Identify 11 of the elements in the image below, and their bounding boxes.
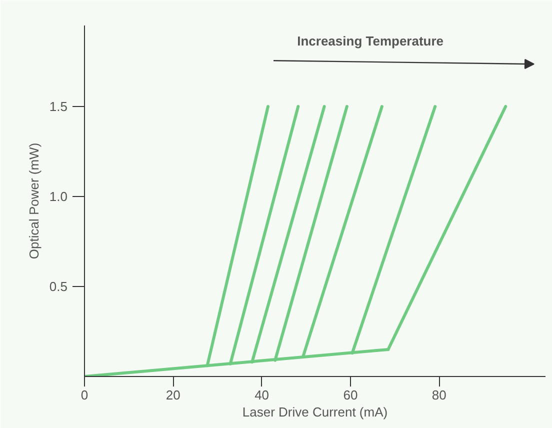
x-tick-label: 0 [80,388,88,402]
y-tick-label: 0.5 [49,279,68,294]
x-tick-label: 60 [343,388,358,402]
x-axis-title: Laser Drive Current (mA) [242,404,388,420]
x-tick-label: 20 [166,388,180,402]
x-tick-label: 40 [254,388,270,402]
y-axis-title: Optical Power (mW) [26,142,42,260]
y-tick-label: 1.0 [49,189,68,204]
annotation: Increasing Temperature [297,33,444,48]
x-tick-label: 80 [432,388,446,402]
y-tick-label: 1.5 [49,99,68,114]
